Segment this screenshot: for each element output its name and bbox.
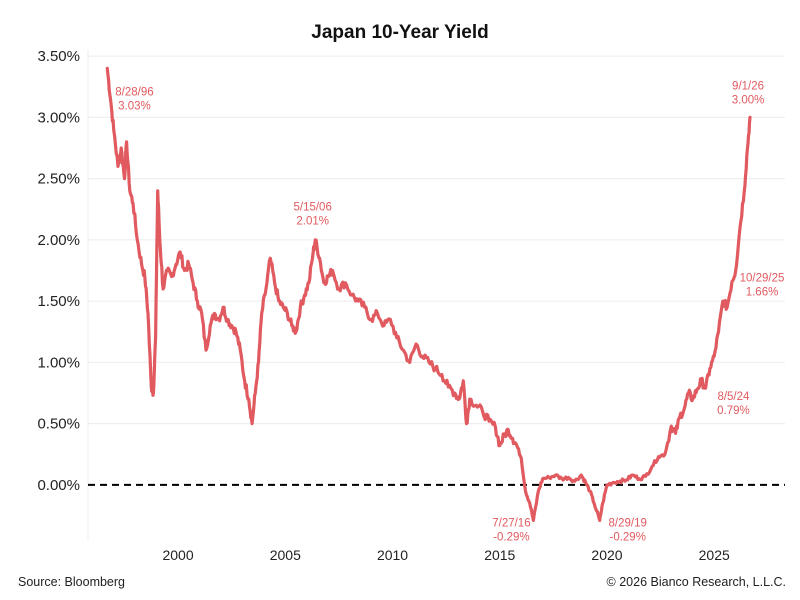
annotation-value: 2.01% <box>296 216 329 228</box>
yield-series-line <box>105 66 752 522</box>
x-tick-label: 2010 <box>377 547 408 563</box>
y-tick-label: 0.00% <box>37 477 80 494</box>
annotation-value: 3.03% <box>118 101 151 113</box>
annotation-date: 8/29/19 <box>609 517 647 529</box>
annotations: 8/28/96 3.03% 5/15/06 2.01% 7/27/16 -0.29% 8/2… <box>115 80 784 543</box>
y-tick-label: 3.50% <box>37 48 80 65</box>
annotation-value: 0.79% <box>717 405 750 417</box>
annotation-date: 9/1/26 <box>732 80 764 92</box>
y-tick-label: 1.50% <box>37 293 80 310</box>
x-tick-label: 2020 <box>591 547 622 563</box>
x-tick-label: 2000 <box>162 547 193 563</box>
x-tick-label: 2005 <box>270 547 301 563</box>
annotation-date: 8/5/24 <box>717 391 750 403</box>
series-layer <box>105 66 752 522</box>
chart-title: Japan 10-Year Yield <box>311 22 488 43</box>
annotation-date: 5/15/06 <box>293 202 331 214</box>
x-axis-ticks: 2000 2005 2010 2015 2020 2025 <box>162 547 730 563</box>
y-tick-label: 0.50% <box>37 416 80 433</box>
annotation-value: -0.29% <box>493 531 529 543</box>
y-tick-label: 2.50% <box>37 171 80 188</box>
annotation-date: 7/27/16 <box>492 517 530 529</box>
x-tick-label: 2015 <box>484 547 515 563</box>
y-axis-ticks: 0.00% 0.50% 1.00% 1.50% 2.00% 2.50% 3.00% 3.50% <box>37 48 80 494</box>
copyright-note: © 2026 Bianco Research, L.L.C. <box>607 575 786 589</box>
annotation-value: 3.00% <box>732 94 765 106</box>
annotation-value: 1.66% <box>746 287 779 299</box>
annotation-date: 10/29/25 <box>740 273 785 285</box>
source-note: Source: Bloomberg <box>18 575 125 589</box>
y-tick-label: 2.00% <box>37 232 80 249</box>
x-tick-label: 2025 <box>699 547 730 563</box>
annotation-date: 8/28/96 <box>115 87 153 99</box>
y-tick-label: 1.00% <box>37 354 80 371</box>
y-tick-label: 3.00% <box>37 109 80 126</box>
gridlines <box>87 50 785 540</box>
annotation-value: -0.29% <box>609 531 645 543</box>
